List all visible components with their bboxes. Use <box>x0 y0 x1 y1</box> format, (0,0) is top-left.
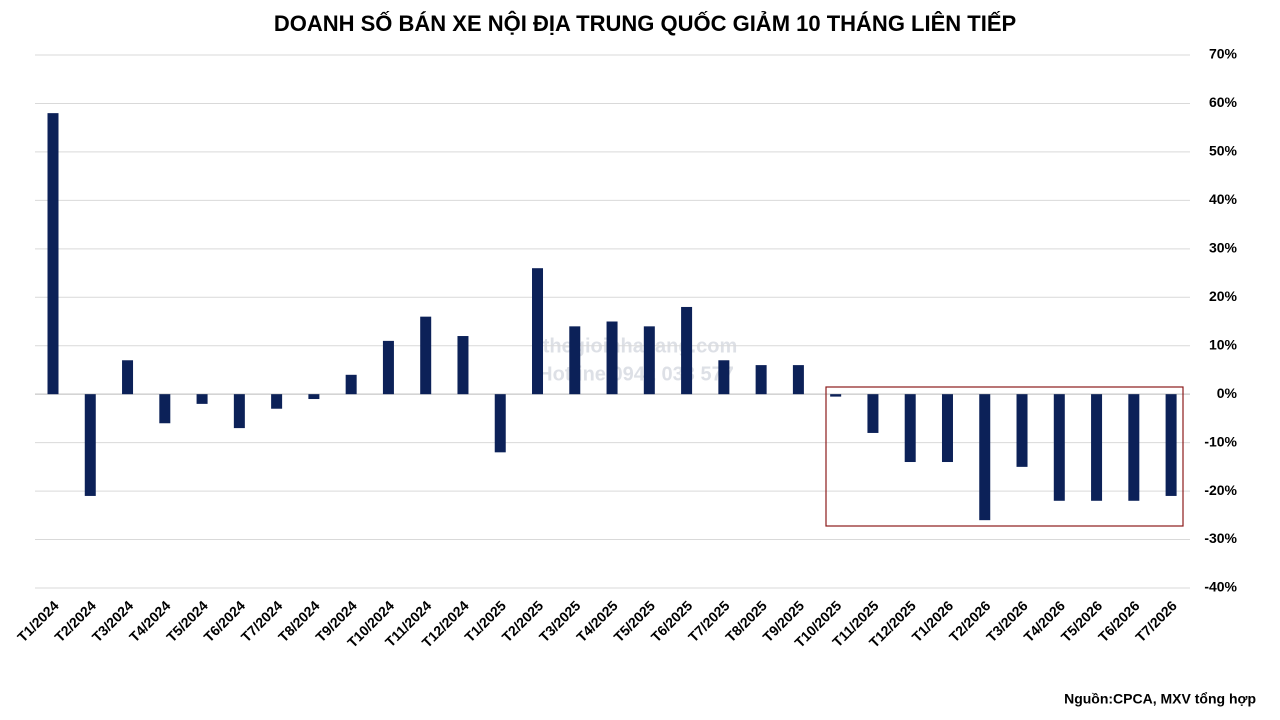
bar <box>345 374 357 395</box>
bar <box>233 394 245 429</box>
chart-title: DOANH SỐ BÁN XE NỘI ĐỊA TRUNG QUỐC GIẢM … <box>274 10 1016 36</box>
bar <box>382 340 394 395</box>
y-tick-label: 30% <box>1209 240 1238 256</box>
highlight-box <box>825 386 1184 527</box>
bar <box>1016 394 1028 467</box>
y-tick-label: -10% <box>1204 433 1237 449</box>
bar <box>792 365 804 395</box>
bar <box>979 394 991 521</box>
bar <box>606 321 618 395</box>
bar <box>420 316 432 395</box>
y-tick-label: 20% <box>1209 288 1238 304</box>
bar <box>569 326 581 395</box>
bar <box>941 394 953 463</box>
y-tick-label: 60% <box>1209 94 1238 110</box>
bar <box>681 306 693 395</box>
y-tick-label: 10% <box>1209 336 1238 352</box>
bar <box>830 394 842 397</box>
source-note: Nguồn:CPCA, MXV tổng hợp <box>1064 691 1256 707</box>
y-tick-label: -40% <box>1204 579 1237 595</box>
watermark: Hotline 0942 033 577 <box>538 363 734 385</box>
bar <box>196 394 208 404</box>
y-tick-label: 40% <box>1209 191 1238 207</box>
bar <box>47 113 59 395</box>
x-tick-label: T7/2026 <box>1132 597 1180 645</box>
bar <box>494 394 506 453</box>
bar <box>1053 394 1065 501</box>
y-tick-label: -20% <box>1204 482 1237 498</box>
y-tick-label: 0% <box>1217 385 1238 401</box>
bar <box>159 394 171 424</box>
bar <box>718 360 730 395</box>
bar <box>1128 394 1140 501</box>
bar <box>1165 394 1177 496</box>
bar <box>755 365 767 395</box>
y-tick-label: -30% <box>1204 530 1237 546</box>
bar <box>271 394 283 409</box>
bar <box>122 360 134 395</box>
bar <box>904 394 916 463</box>
bar <box>867 394 879 433</box>
bar <box>308 394 320 400</box>
bar <box>532 268 544 395</box>
bar <box>84 394 96 496</box>
y-tick-label: 50% <box>1209 143 1238 159</box>
y-tick-label: 70% <box>1209 46 1238 62</box>
bar <box>643 326 655 395</box>
bar <box>1091 394 1103 501</box>
bar <box>457 336 469 395</box>
